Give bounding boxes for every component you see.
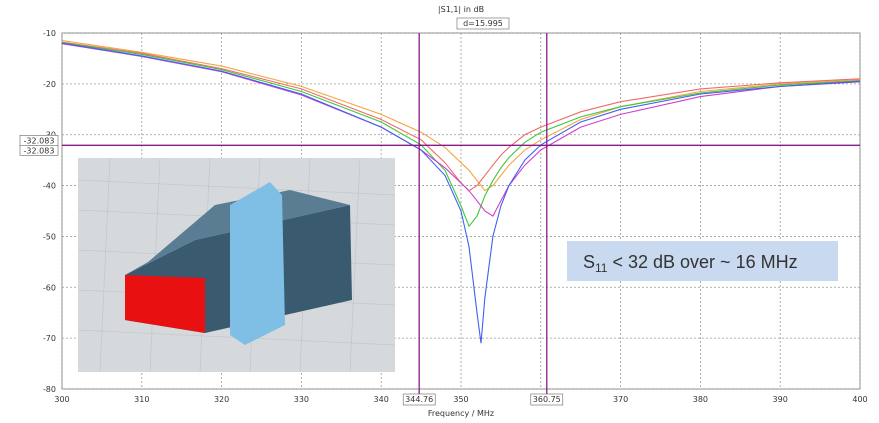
x-axis-label: Frequency / MHz (428, 409, 494, 418)
x-tick-label: 400 (852, 395, 867, 404)
annotation-sub: 11 (595, 261, 608, 275)
x-tick-label: 370 (613, 395, 628, 404)
iris (230, 182, 285, 345)
delta-label: d=15.995 (463, 19, 503, 28)
y-tick-label: -10 (43, 29, 56, 38)
y-tick-label: -80 (43, 385, 56, 394)
y-tick-label: -50 (43, 232, 56, 241)
x-marker-label: 360.75 (533, 395, 561, 404)
y-tick-label: -60 (43, 283, 56, 292)
annotation-text: < 32 dB over ~ 16 MHz (612, 252, 797, 272)
y-tick-label: -20 (43, 80, 56, 89)
y-tick-label: -40 (43, 182, 56, 191)
x-tick-label: 310 (134, 395, 149, 404)
x-tick-label: 320 (214, 395, 229, 404)
x-tick-label: 390 (773, 395, 788, 404)
chart: |S1,1| in dB Frequency / MHz -10-20-30-4… (0, 0, 879, 423)
y-tick-label: -70 (43, 334, 56, 343)
inset-image (78, 158, 395, 372)
x-tick-label: 330 (294, 395, 309, 404)
x-marker-label: 344.76 (405, 395, 433, 404)
annotation: S11 < 32 dB over ~ 16 MHz (583, 252, 798, 275)
annotation-s: S (583, 252, 595, 272)
x-tick-label: 350 (453, 395, 468, 404)
x-tick-label: 300 (54, 395, 69, 404)
x-tick-label: 340 (374, 395, 389, 404)
y-marker-label: -32.083 (24, 136, 55, 145)
x-tick-label: 380 (693, 395, 708, 404)
y-marker-label: -32.083 (24, 146, 55, 155)
chart-title: |S1,1| in dB (438, 5, 484, 14)
